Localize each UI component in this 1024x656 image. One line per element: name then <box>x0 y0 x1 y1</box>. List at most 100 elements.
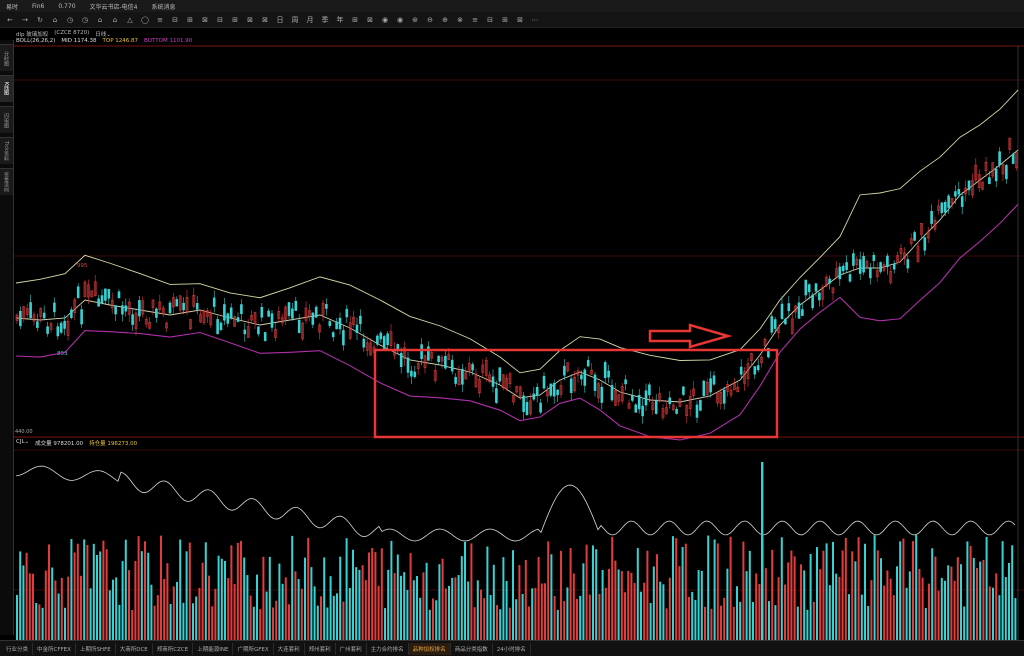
volume-bar <box>268 556 271 640</box>
volume-bar <box>108 590 111 640</box>
toolbar-button-17[interactable]: ⊠ <box>262 15 268 24</box>
cjl-label[interactable]: CJL⌄ <box>16 439 30 445</box>
candle-body <box>828 278 831 284</box>
volume-bar <box>899 541 902 640</box>
candle-body <box>440 356 444 362</box>
bottom-tab-5[interactable]: 上期能源INE <box>193 642 234 655</box>
toolbar-button-35[interactable]: ⋯ <box>531 15 539 24</box>
price-chart[interactable] <box>0 0 1024 640</box>
toolbar-button-1[interactable]: → <box>22 15 28 24</box>
candle-body <box>277 311 281 319</box>
candle-body <box>178 295 182 311</box>
volume-bar <box>41 607 44 640</box>
toolbar-button-32[interactable]: ⊟ <box>487 15 493 24</box>
candle-body <box>172 297 175 308</box>
volume-bar <box>28 573 31 640</box>
toolbar-button-20[interactable]: 月 <box>306 15 314 24</box>
bottom-tab-6[interactable]: 广期所GFEX <box>233 642 274 655</box>
contract-name: dlp 玻璃加权 <box>16 32 49 38</box>
candle-body <box>144 319 148 325</box>
boll-label[interactable]: BOLL(26,26,2) <box>16 38 56 44</box>
toolbar-button-34[interactable]: ⊠ <box>517 15 523 24</box>
candle-body <box>838 266 842 280</box>
volume-bar <box>633 582 636 640</box>
bottom-tab-7[interactable]: 大连套利 <box>274 642 305 655</box>
bottom-tab-13[interactable]: 24小时排名 <box>493 642 531 655</box>
bottom-tab-11[interactable]: 品种加权排名 <box>408 642 451 655</box>
volume-bar <box>585 544 588 640</box>
toolbar-button-7[interactable]: ⌂ <box>112 15 118 24</box>
left-tab-4[interactable]: 资金流向 <box>0 168 13 195</box>
candle-body <box>15 314 19 321</box>
volume-bar <box>480 589 482 640</box>
volume-bar <box>780 537 783 640</box>
toolbar-button-0[interactable]: ← <box>7 15 13 24</box>
boll-mid: MID 1174.38 <box>61 38 97 44</box>
bottom-tab-2[interactable]: 上期所SHFE <box>76 642 116 655</box>
candle-body <box>729 389 733 396</box>
menu-cloud[interactable]: 文华云书店-电信4 <box>89 3 138 11</box>
toolbar-button-29[interactable]: ⊕ <box>442 15 448 24</box>
toolbar-button-25[interactable]: ◉ <box>381 15 389 24</box>
toolbar-button-21[interactable]: 季 <box>321 15 329 24</box>
toolbar-button-28[interactable]: ⊖ <box>427 15 433 24</box>
volume-bar <box>19 551 22 640</box>
bottom-tab-8[interactable]: 郑州套利 <box>305 642 336 655</box>
volume-bar <box>758 583 761 640</box>
period-select[interactable]: 日线⌄ <box>95 32 111 38</box>
bottom-tab-12[interactable]: 商品分类指数 <box>451 642 493 655</box>
toolbar-button-31[interactable]: ≡ <box>472 15 478 24</box>
menu-system[interactable]: 系统消息 <box>151 3 176 11</box>
candle-body <box>87 284 90 298</box>
toolbar-button-4[interactable]: ◷ <box>66 15 74 24</box>
volume-bar <box>400 575 402 640</box>
toolbar-button-30[interactable]: ⊗ <box>457 15 463 24</box>
toolbar-button-12[interactable]: ⊞ <box>187 15 193 24</box>
toolbar-button-24[interactable]: ⊠ <box>367 15 373 24</box>
toolbar-button-3[interactable]: ⌂ <box>52 15 58 24</box>
volume-bar <box>243 557 246 640</box>
volume-bar <box>409 553 412 640</box>
candle-body <box>338 317 342 330</box>
toolbar-button-5[interactable]: ◷ <box>81 15 89 24</box>
volume-bar <box>966 541 969 640</box>
left-tab-3[interactable]: Tick资料 <box>0 137 13 164</box>
left-tab-1[interactable]: K线图 <box>0 75 13 102</box>
toolbar-button-11[interactable]: ⊟ <box>172 15 178 24</box>
toolbar-button-23[interactable]: ⊞ <box>352 15 358 24</box>
toolbar-button-27[interactable]: ⊛ <box>412 15 418 24</box>
toolbar-button-18[interactable]: 日 <box>276 15 284 24</box>
toolbar-button-8[interactable]: △ <box>127 15 133 24</box>
toolbar-button-9[interactable]: ◯ <box>141 15 149 24</box>
bottom-tab-10[interactable]: 主力合约排名 <box>367 642 409 655</box>
candle-body <box>848 274 852 282</box>
volume-bar <box>982 559 985 640</box>
toolbar-button-22[interactable]: 年 <box>336 15 344 24</box>
candle-body <box>457 370 461 385</box>
toolbar-button-10[interactable]: ≡ <box>157 15 163 24</box>
toolbar-button-19[interactable]: 周 <box>291 15 299 24</box>
candle-body <box>515 385 519 393</box>
left-tab-2[interactable]: 闪电图 <box>0 106 13 133</box>
volume-bar <box>144 541 146 640</box>
bottom-tab-1[interactable]: 中金所CFFEX <box>33 642 76 655</box>
toolbar-button-16[interactable]: ⊠ <box>247 15 253 24</box>
toolbar-button-15[interactable]: ⊞ <box>232 15 238 24</box>
toolbar-button-14[interactable]: ⊟ <box>217 15 223 24</box>
bottom-tab-0[interactable]: 行业分类 <box>2 642 34 655</box>
candle-body <box>155 308 158 318</box>
candle-body <box>168 302 172 314</box>
volume-bar <box>713 539 716 640</box>
left-tab-0[interactable]: 分时图 <box>0 44 13 71</box>
toolbar-button-6[interactable]: ⌂ <box>97 15 103 24</box>
toolbar-button-13[interactable]: ⊠ <box>202 15 208 24</box>
volume-bar <box>857 537 860 640</box>
bottom-tab-9[interactable]: 广州套利 <box>336 642 367 655</box>
bottom-tab-3[interactable]: 大商所DCE <box>116 642 153 655</box>
candle-body <box>722 389 726 404</box>
toolbar-button-2[interactable]: ↻ <box>37 15 43 24</box>
volume-bar <box>835 573 838 640</box>
toolbar-button-33[interactable]: ⊞ <box>502 15 508 24</box>
toolbar-button-26[interactable]: ◉ <box>396 15 404 24</box>
bottom-tab-4[interactable]: 郑商所CZCE <box>153 642 194 655</box>
